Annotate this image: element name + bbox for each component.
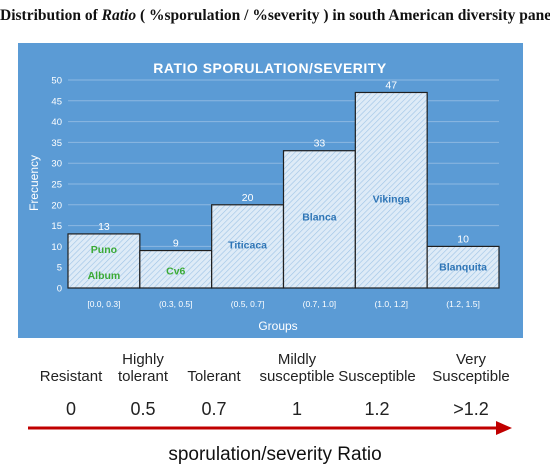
chart-title: RATIO SPORULATION/SEVERITY [153, 60, 387, 76]
y-tick-label: 40 [51, 117, 62, 128]
x-tick-label: [0.0, 0.3] [87, 299, 120, 309]
bar-variety-label: Album [88, 270, 121, 282]
scale-category-label: Resistant [39, 368, 103, 385]
y-tick-label: 5 [57, 263, 62, 274]
bar [67, 233, 141, 289]
title-prefix: Distribution of [0, 7, 102, 24]
scale-value-label: 1 [291, 399, 302, 419]
x-tick-label: (0.5, 0.7] [231, 299, 265, 309]
bar-value-label: 10 [457, 233, 469, 245]
scale-value-label: 0 [65, 399, 76, 419]
bar [139, 249, 213, 289]
bar-value-label: 13 [98, 221, 110, 233]
scale-axis-label: sporulation/severity Ratio [168, 444, 382, 465]
scale-arrow [28, 421, 512, 435]
x-tick-label: (1.0, 1.2] [374, 299, 408, 309]
bar [354, 91, 428, 289]
y-tick-label: 45 [51, 96, 62, 107]
title-suffix: ( %sporulation / %severity ) in south Am… [136, 7, 550, 24]
bar-value-label: 33 [314, 138, 326, 150]
bar-variety-label: Titicaca [228, 240, 267, 252]
scale-value-label: 1.2 [364, 399, 390, 419]
scale-value-label: >1.2 [453, 399, 489, 419]
bar-variety-label: Blanquita [439, 261, 487, 273]
y-tick-label: 50 [51, 76, 62, 87]
bar-variety-label: Blanca [302, 212, 337, 224]
scale-category-label: Susceptible [338, 368, 416, 385]
page-title: Distribution of Ratio ( %sporulation / %… [0, 7, 550, 25]
y-tick-label: 15 [51, 221, 62, 232]
scale-category-label: Mildly susceptible [259, 351, 335, 385]
bar [426, 245, 500, 289]
bars-layer: 13 [0.0, 0.3] Puno Album 9 (0.3, 0.5] Cv6 20 (0.… [67, 79, 500, 309]
y-tick-label: 25 [51, 180, 62, 191]
bar-variety-label: Cv6 [166, 265, 185, 277]
x-tick-label: (0.7, 1.0] [303, 299, 337, 309]
bar [211, 204, 285, 289]
scale-value-label: 0.7 [201, 399, 227, 419]
chart-background [18, 43, 523, 338]
scale-value-label: 0.5 [130, 399, 156, 419]
y-tick-label: 0 [57, 284, 62, 295]
scale-category-label: Highly tolerant [117, 351, 169, 385]
bar-variety-label: Puno [91, 244, 117, 256]
y-tick-label: 35 [51, 138, 62, 149]
scale-category-label: Tolerant [187, 368, 241, 385]
y-axis-title: Frecuency [27, 155, 41, 211]
bar-value-label: 9 [173, 238, 179, 250]
y-tick-label: 10 [51, 242, 62, 253]
y-tick-label: 20 [51, 200, 62, 211]
x-axis-title: Groups [258, 319, 297, 333]
y-tick-label: 30 [51, 159, 62, 170]
x-tick-label: (1.2, 1.5] [446, 299, 480, 309]
scale-category-label: Very Susceptible [432, 351, 510, 385]
bar-value-label: 20 [242, 192, 254, 204]
bar-value-label: 47 [385, 79, 397, 91]
bar-variety-label: Vikinga [373, 193, 410, 205]
x-tick-label: (0.3, 0.5] [159, 299, 193, 309]
title-italic: Ratio [101, 7, 137, 24]
